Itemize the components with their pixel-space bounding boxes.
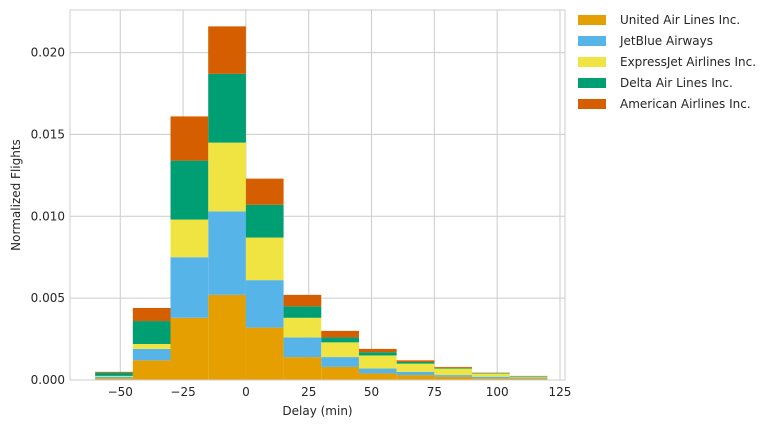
- bar-2-bin-5: [283, 317, 322, 338]
- bar-4-bin-7: [358, 348, 397, 353]
- bar-3-bin-9: [434, 367, 473, 369]
- bar-1-bin-8: [396, 371, 435, 376]
- bar-4-bin-2: [170, 116, 209, 161]
- bar-2-bin-11: [509, 376, 548, 378]
- bar-3-bin-7: [358, 352, 397, 356]
- x-tick-label: 0: [242, 385, 250, 399]
- bar-1-bin-7: [358, 368, 397, 374]
- y-tick-label: 0.020: [31, 46, 65, 60]
- bar-3-bin-1: [132, 321, 171, 344]
- bar-0-bin-6: [321, 366, 359, 380]
- bar-1-bin-6: [321, 357, 359, 367]
- legend-label: JetBlue Airways: [620, 34, 713, 49]
- legend-label: Delta Air Lines Inc.: [620, 75, 733, 90]
- bar-3-bin-8: [396, 361, 435, 364]
- y-tick-label: 0.010: [31, 209, 65, 223]
- bar-3-bin-3: [208, 73, 246, 143]
- bar-3-bin-5: [283, 306, 322, 318]
- bar-0-bin-4: [245, 327, 284, 380]
- bar-4-bin-8: [396, 360, 435, 362]
- legend-label: United Air Lines Inc.: [620, 13, 741, 28]
- bar-2-bin-2: [170, 219, 209, 258]
- legend-item: JetBlue Airways: [578, 31, 756, 52]
- bar-2-bin-8: [396, 363, 435, 372]
- bar-1-bin-1: [132, 348, 171, 361]
- x-tick-label: 125: [549, 385, 572, 399]
- bar-0-bin-11: [509, 378, 548, 380]
- bar-0-bin-8: [396, 375, 435, 380]
- bar-1-bin-11: [509, 377, 548, 379]
- bar-3-bin-4: [245, 204, 284, 238]
- bar-1-bin-10: [472, 376, 510, 379]
- bar-0-bin-0: [95, 378, 133, 380]
- bar-1-bin-0: [95, 376, 133, 379]
- bar-4-bin-5: [283, 294, 322, 307]
- bar-2-bin-0: [95, 375, 133, 377]
- bar-2-bin-10: [472, 373, 510, 377]
- bar-4-bin-4: [245, 178, 284, 205]
- x-tick-label: 75: [427, 385, 442, 399]
- plot-frame: [69, 9, 566, 381]
- bar-0-bin-5: [283, 357, 322, 380]
- y-axis-label: Normalized Flights: [9, 139, 23, 251]
- bar-3-bin-0: [95, 372, 133, 376]
- legend-label: American Airlines Inc.: [620, 96, 751, 111]
- legend: United Air Lines Inc. JetBlue Airways Expr…: [578, 10, 756, 114]
- bar-0-bin-3: [208, 294, 246, 380]
- bar-1-bin-2: [170, 257, 209, 318]
- bar-2-bin-1: [132, 343, 171, 349]
- legend-swatch: [578, 56, 606, 67]
- legend-swatch: [578, 77, 606, 88]
- bar-1-bin-3: [208, 211, 246, 295]
- legend-swatch: [578, 98, 606, 109]
- legend-swatch: [578, 36, 606, 47]
- y-tick-label: 0.005: [31, 291, 65, 305]
- bar-4-bin-6: [321, 330, 359, 338]
- bar-4-bin-3: [208, 26, 246, 74]
- bar-3-bin-2: [170, 160, 209, 220]
- bar-0-bin-7: [358, 373, 397, 380]
- legend-item: American Airlines Inc.: [578, 93, 756, 114]
- x-tick-label: 50: [364, 385, 379, 399]
- bar-4-bin-0: [95, 371, 133, 373]
- bar-2-bin-7: [358, 355, 397, 369]
- legend-label: ExpressJet Airlines Inc.: [620, 54, 757, 69]
- bar-0-bin-10: [472, 378, 510, 380]
- bar-1-bin-9: [434, 375, 473, 377]
- legend-swatch: [578, 15, 606, 26]
- bar-2-bin-4: [245, 237, 284, 281]
- legend-item: Delta Air Lines Inc.: [578, 72, 756, 93]
- x-axis-label: Delay (min): [282, 404, 352, 418]
- x-tick-label: −25: [170, 385, 195, 399]
- bar-4-bin-1: [132, 307, 171, 322]
- x-tick-label: 25: [301, 385, 316, 399]
- bar-2-bin-9: [434, 368, 473, 376]
- bar-3-bin-6: [321, 337, 359, 343]
- bar-0-bin-9: [434, 376, 473, 380]
- x-tick-label: −50: [108, 385, 133, 399]
- bar-0-bin-1: [132, 360, 171, 380]
- x-tick-label: 100: [486, 385, 509, 399]
- bar-2-bin-6: [321, 342, 359, 358]
- bar-1-bin-5: [283, 337, 322, 358]
- y-tick-label: 0.015: [31, 127, 65, 141]
- bar-1-bin-4: [245, 280, 284, 328]
- bar-4-bin-9: [434, 366, 473, 368]
- legend-item: United Air Lines Inc.: [578, 10, 756, 31]
- y-tick-label: 0.000: [31, 373, 65, 387]
- bar-0-bin-2: [170, 317, 209, 380]
- bar-2-bin-3: [208, 142, 246, 212]
- legend-item: ExpressJet Airlines Inc.: [578, 52, 756, 73]
